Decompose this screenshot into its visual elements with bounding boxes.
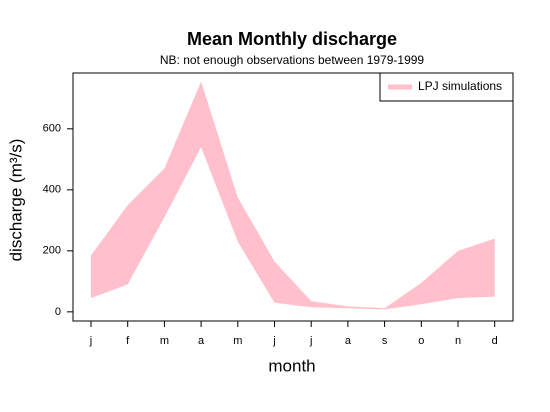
y-tick-label: 600	[43, 123, 61, 135]
x-tick-label: j	[309, 335, 312, 347]
y-tick-label: 400	[43, 184, 61, 196]
x-tick-label: f	[126, 335, 130, 347]
x-tick-label: j	[272, 335, 275, 347]
x-axis-label: month	[268, 356, 315, 375]
x-tick-label: n	[455, 335, 461, 347]
x-tick-label: o	[418, 335, 424, 347]
chart-title: Mean Monthly discharge	[187, 29, 397, 49]
x-tick-label: a	[345, 335, 352, 347]
plot-frame	[72, 72, 514, 322]
y-axis-label: discharge (m³/s)	[6, 139, 25, 262]
band-area	[91, 81, 495, 310]
y-tick-label: 200	[43, 245, 61, 257]
x-tick-label: a	[198, 335, 205, 347]
x-tick-label: j	[89, 335, 92, 347]
x-tick-label: s	[382, 335, 388, 347]
x-tick-label: d	[492, 335, 498, 347]
chart-subtitle: NB: not enough observations between 1979…	[160, 53, 425, 67]
x-tick-label: m	[233, 335, 242, 347]
x-tick-label: m	[160, 335, 169, 347]
y-tick-label: 0	[55, 306, 61, 318]
legend-label: LPJ simulations	[418, 79, 502, 93]
